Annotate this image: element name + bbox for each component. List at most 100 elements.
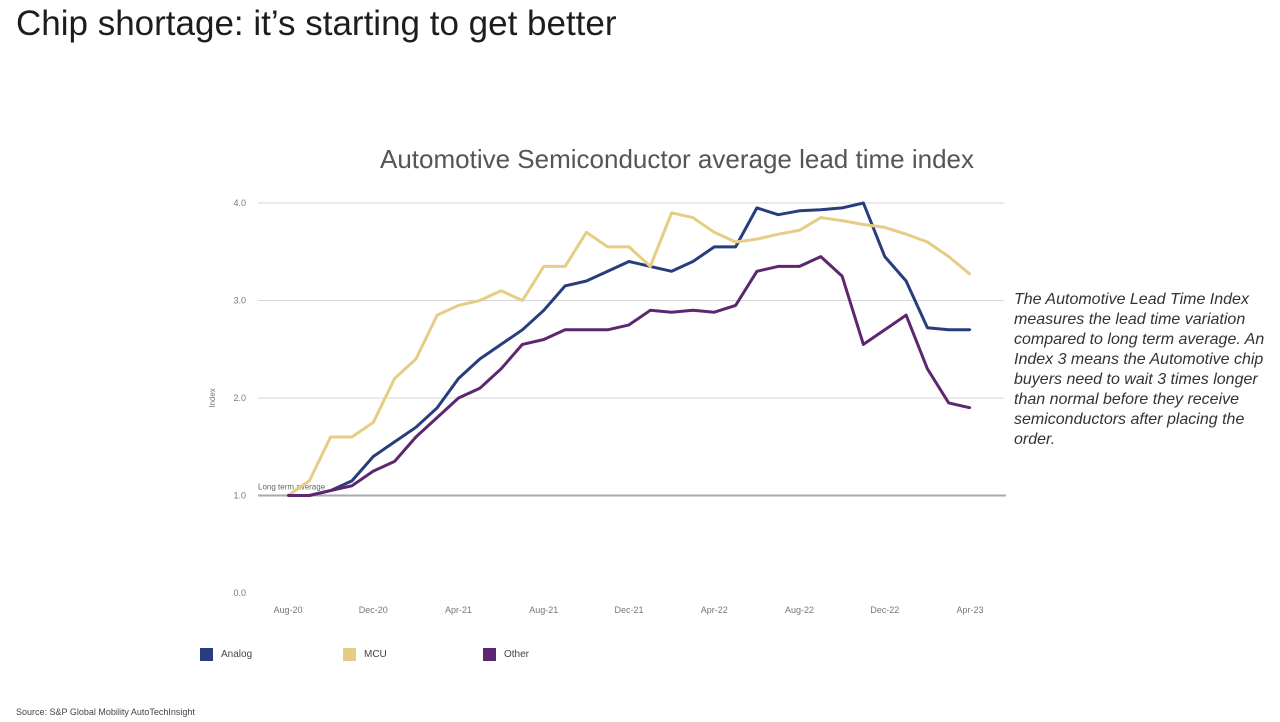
data-point-analog-11 [521, 328, 524, 331]
data-point-other-15 [606, 328, 609, 331]
data-point-mcu-4 [372, 421, 375, 424]
x-tick-label-0: Aug-20 [273, 605, 302, 615]
data-point-other-13 [563, 328, 567, 331]
y-axis-label: Index [208, 388, 217, 408]
data-point-other-28 [883, 328, 886, 331]
chart-title: Automotive Semiconductor average lead ti… [380, 144, 974, 174]
data-point-other-2 [329, 489, 332, 492]
data-point-mcu-5 [393, 377, 396, 380]
data-point-analog-12 [542, 309, 545, 312]
data-point-other-26 [840, 274, 844, 278]
data-point-analog-20 [713, 245, 716, 249]
legend-swatch-analog [200, 647, 213, 661]
data-point-analog-28 [883, 255, 886, 258]
y-tick-label-3: 3.0 [233, 296, 246, 306]
data-point-analog-26 [840, 206, 844, 210]
legend-label-analog: Analog [221, 648, 253, 660]
series-line-other [288, 255, 971, 497]
x-tick-label-2: Apr-21 [445, 605, 472, 615]
data-point-mcu-10 [499, 289, 503, 292]
legend-item-analog: Analog [200, 646, 252, 662]
data-point-mcu-26 [840, 219, 844, 222]
data-point-mcu-19 [691, 216, 695, 219]
data-point-other-31 [947, 401, 950, 405]
data-point-analog-31 [947, 328, 950, 331]
data-point-other-23 [776, 265, 780, 268]
data-point-mcu-25 [819, 216, 823, 219]
data-point-mcu-12 [542, 265, 545, 268]
data-point-other-21 [734, 304, 737, 307]
data-point-mcu-8 [457, 304, 460, 307]
data-point-analog-32 [968, 328, 972, 331]
data-point-other-17 [649, 309, 652, 312]
legend-label-mcu: MCU [364, 648, 387, 660]
data-point-analog-4 [372, 455, 375, 458]
data-point-mcu-15 [606, 245, 609, 249]
reference-line-group: Long term average [258, 483, 1006, 497]
data-point-analog-15 [606, 270, 609, 273]
data-point-analog-16 [627, 260, 631, 263]
data-point-analog-22 [755, 206, 759, 210]
data-point-analog-29 [904, 279, 908, 283]
data-point-mcu-28 [883, 226, 886, 229]
legend-item-other: Other [483, 646, 529, 662]
data-point-analog-21 [734, 245, 737, 249]
data-point-other-6 [414, 435, 418, 439]
data-point-other-16 [627, 323, 631, 327]
data-point-other-5 [393, 460, 396, 463]
data-point-other-30 [926, 367, 929, 370]
data-point-other-10 [499, 367, 503, 370]
data-point-other-4 [372, 469, 375, 473]
index-explanation-note: The Automotive Lead Time Index measures … [1014, 291, 1265, 448]
data-point-mcu-7 [435, 313, 439, 317]
data-point-analog-9 [478, 357, 482, 361]
data-point-analog-7 [435, 406, 439, 409]
series-analog [286, 201, 972, 497]
legend-swatch-mcu [343, 647, 356, 661]
data-point-analog-3 [350, 479, 354, 483]
data-point-other-20 [713, 311, 716, 314]
data-point-analog-19 [691, 260, 695, 263]
data-point-mcu-3 [350, 435, 354, 439]
data-point-analog-25 [819, 208, 823, 212]
data-point-mcu-27 [862, 223, 865, 226]
data-point-analog-27 [862, 201, 865, 205]
data-point-mcu-23 [776, 233, 780, 236]
data-point-other-32 [968, 406, 972, 409]
series-mcu [286, 211, 972, 497]
data-point-mcu-9 [478, 299, 482, 302]
grid-lines [258, 202, 1004, 399]
x-tick-label-5: Apr-22 [701, 605, 728, 615]
data-point-analog-5 [393, 440, 396, 444]
data-point-mcu-16 [627, 245, 631, 249]
data-point-other-0 [286, 494, 290, 497]
data-point-mcu-14 [585, 231, 588, 234]
data-point-analog-6 [414, 426, 418, 429]
x-tick-label-3: Aug-21 [529, 605, 558, 615]
reference-line-label: Long term average [258, 483, 326, 492]
data-point-mcu-2 [329, 435, 332, 439]
axis-labels: 0.0 1.0 2.0 3.0 4.0 Index Aug-20 Dec-20 Apr-21 Au… [208, 198, 984, 615]
data-point-mcu-1 [308, 479, 311, 483]
data-point-other-1 [308, 494, 311, 497]
data-point-other-24 [798, 265, 801, 268]
y-tick-label-2: 2.0 [233, 393, 246, 403]
data-point-analog-24 [798, 209, 801, 212]
data-point-other-7 [435, 416, 439, 419]
series-line-mcu [287, 211, 971, 497]
x-tick-label-7: Dec-22 [870, 605, 899, 615]
source-note: Source: S&P Global Mobility AutoTechInsi… [16, 707, 195, 717]
slide-title: Chip shortage: it’s starting to get bett… [16, 4, 617, 43]
data-point-analog-23 [776, 213, 780, 216]
data-point-mcu-24 [798, 229, 801, 232]
data-point-analog-30 [926, 326, 929, 329]
data-point-mcu-22 [755, 237, 759, 241]
x-tick-label-6: Aug-22 [785, 605, 814, 615]
data-point-other-12 [542, 338, 545, 341]
data-point-mcu-17 [649, 265, 652, 268]
series-other [286, 255, 972, 497]
x-tick-label-1: Dec-20 [359, 605, 388, 615]
y-tick-label-1: 1.0 [233, 491, 246, 501]
data-point-mcu-18 [670, 211, 673, 214]
x-tick-label-8: Apr-23 [956, 605, 983, 615]
